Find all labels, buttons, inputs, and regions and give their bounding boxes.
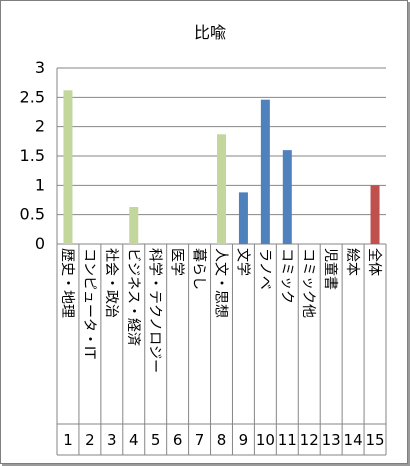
bar bbox=[129, 207, 139, 244]
bar bbox=[63, 90, 73, 244]
bar bbox=[370, 185, 380, 244]
category-table: 歴史・地理 コンピュータ・IT 社会・政治 ビジネス・経済 科学・テクノロジー 医学 暮らし… bbox=[56, 244, 387, 456]
category-number: 7 bbox=[195, 431, 205, 449]
category-number: 6 bbox=[173, 431, 183, 449]
category-number: 3 bbox=[107, 431, 117, 449]
y-tick-label: 3 bbox=[35, 58, 45, 77]
category-label: 児童書 bbox=[322, 248, 339, 290]
gridlines bbox=[57, 67, 386, 245]
category-number: 1 bbox=[63, 431, 73, 449]
category-number: 5 bbox=[151, 431, 161, 449]
category-label: コンピュータ・IT bbox=[81, 248, 97, 359]
bar bbox=[282, 150, 292, 244]
category-label: 絵本 bbox=[344, 248, 360, 276]
y-tick-label: 2 bbox=[35, 117, 45, 136]
chart-title: 比喩 bbox=[194, 23, 226, 42]
category-label: コミック bbox=[278, 248, 294, 304]
category-label: 全体 bbox=[366, 248, 383, 276]
category-label: 医学 bbox=[169, 248, 185, 276]
bar bbox=[238, 192, 248, 244]
category-number: 8 bbox=[217, 431, 227, 449]
category-label: 科学・テクノロジー bbox=[147, 248, 163, 373]
y-tick-label: 0 bbox=[35, 234, 45, 253]
category-label: 文学 bbox=[234, 248, 250, 276]
category-number: 12 bbox=[300, 431, 319, 449]
category-number: 2 bbox=[85, 431, 95, 449]
category-label: コミック他 bbox=[300, 248, 316, 318]
category-label: ビジネス・経済 bbox=[125, 248, 141, 346]
y-tick-label: 0.5 bbox=[20, 205, 45, 224]
category-number: 15 bbox=[365, 431, 384, 449]
category-number: 4 bbox=[129, 431, 139, 449]
category-label: 歴史・地理 bbox=[59, 248, 75, 318]
y-tick-label: 1.5 bbox=[20, 146, 45, 165]
bar bbox=[260, 99, 270, 245]
y-axis: 0 0.5 1 1.5 2 2.5 3 bbox=[20, 58, 58, 253]
category-label: 社会・政治 bbox=[103, 248, 119, 318]
y-tick-label: 1 bbox=[35, 175, 45, 194]
category-label: 暮らし bbox=[191, 248, 207, 290]
y-tick-label: 2.5 bbox=[20, 87, 45, 106]
bars bbox=[63, 90, 380, 245]
category-number: 9 bbox=[239, 431, 249, 449]
bar bbox=[217, 134, 226, 244]
category-number: 14 bbox=[344, 431, 363, 449]
category-number: 11 bbox=[278, 431, 297, 449]
category-number: 13 bbox=[322, 431, 341, 449]
category-label: ラノベ bbox=[256, 248, 272, 290]
category-number: 10 bbox=[256, 431, 275, 449]
category-label: 人文・思想 bbox=[213, 248, 229, 318]
